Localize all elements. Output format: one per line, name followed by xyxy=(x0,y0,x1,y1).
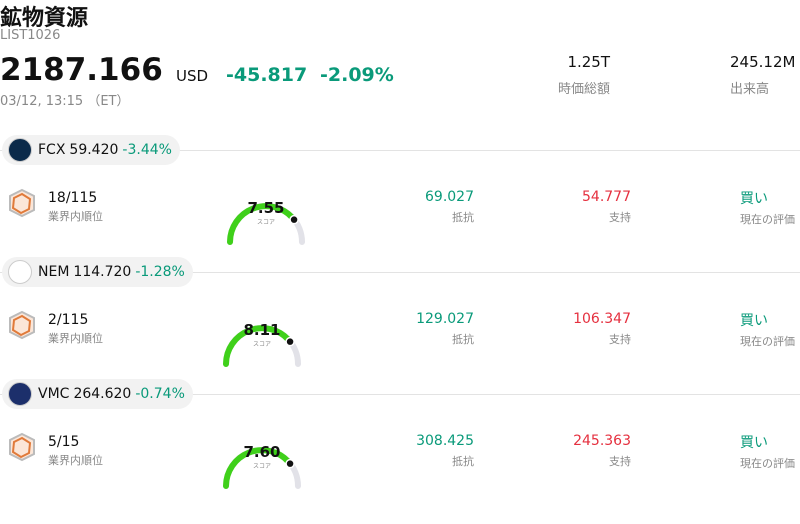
score-label: スコア xyxy=(252,341,271,348)
gauge-arc xyxy=(223,325,292,367)
gauge-knob xyxy=(289,214,299,225)
resistance-label: 抵抗 xyxy=(452,333,474,346)
score-label: スコア xyxy=(252,463,271,470)
page: 鉱物資源 LIST1026 2187.166 USD -45.817 -2.09… xyxy=(0,6,800,489)
logo xyxy=(8,260,32,284)
logo xyxy=(8,138,32,162)
gauge-arc xyxy=(227,203,296,245)
currency: USD xyxy=(176,67,209,85)
timestamp: 03/12, 13:15 （ET） xyxy=(0,94,130,109)
logo xyxy=(8,382,32,406)
score-label: スコア xyxy=(256,219,275,226)
stock-price: 59.420 xyxy=(69,142,119,158)
gauge-knob xyxy=(285,336,295,347)
stat-value: 1.25T xyxy=(567,53,610,71)
rank-label: 業界内順位 xyxy=(48,454,103,467)
stock-change: -3.44% xyxy=(122,142,172,158)
support: 54.777 xyxy=(582,189,631,205)
resistance: 129.027 xyxy=(416,311,474,327)
rank-icon-inner xyxy=(11,314,32,337)
stock-price: 264.620 xyxy=(73,386,132,402)
stat-label: 出来高 xyxy=(730,82,770,97)
stat-label: 時価総額 xyxy=(557,82,610,97)
support-label: 支持 xyxy=(609,455,631,468)
ticker: NEM xyxy=(38,264,70,280)
row-graphics xyxy=(9,188,305,245)
rating-label: 現在の評価 xyxy=(740,335,795,348)
resistance-label: 抵抗 xyxy=(452,455,474,468)
support-label: 支持 xyxy=(609,211,631,224)
rating: 買い xyxy=(740,435,768,451)
resistance-label: 抵抗 xyxy=(452,211,474,224)
ticker: VMC xyxy=(38,386,70,402)
rank-label: 業界内順位 xyxy=(48,332,103,345)
ticker: FCX xyxy=(38,142,66,158)
rank-label: 業界内順位 xyxy=(48,210,103,223)
resistance: 69.027 xyxy=(425,189,474,205)
score: 7.60 xyxy=(243,443,281,461)
gauge-knob xyxy=(285,458,295,469)
rank: 5/15 xyxy=(48,434,80,450)
stock-pill[interactable]: VMC 264.620 -0.74% xyxy=(2,379,193,409)
change: -45.817 xyxy=(226,64,308,86)
divider xyxy=(0,272,800,273)
divider xyxy=(0,394,800,395)
title: 鉱物資源 xyxy=(0,6,89,31)
gauge-arc xyxy=(223,447,292,489)
support: 106.347 xyxy=(573,311,631,327)
row-graphics xyxy=(9,432,301,489)
score: 8.11 xyxy=(243,321,281,339)
price: 2187.166 xyxy=(0,52,163,88)
stock-change: -1.28% xyxy=(135,264,185,280)
change-pct: -2.09% xyxy=(320,64,394,86)
rating: 買い xyxy=(740,313,768,329)
rank: 2/115 xyxy=(48,312,89,328)
code: LIST1026 xyxy=(0,28,61,43)
resistance: 308.425 xyxy=(416,433,474,449)
support: 245.363 xyxy=(573,433,631,449)
row-graphics xyxy=(9,310,301,367)
stat-value: 245.12M xyxy=(730,53,796,71)
support-label: 支持 xyxy=(609,333,631,346)
rating: 買い xyxy=(740,191,768,207)
score: 7.55 xyxy=(247,199,285,217)
stock-pill[interactable]: FCX 59.420 -3.44% xyxy=(2,135,180,165)
divider xyxy=(0,150,800,151)
rating-label: 現在の評価 xyxy=(740,213,795,226)
stock-pill[interactable]: NEM 114.720 -1.28% xyxy=(2,257,193,287)
rank-icon-inner xyxy=(11,436,32,459)
stock-price: 114.720 xyxy=(73,264,132,280)
rank: 18/115 xyxy=(48,190,98,206)
stock-change: -0.74% xyxy=(135,386,185,402)
rank-icon-inner xyxy=(11,192,32,215)
rating-label: 現在の評価 xyxy=(740,457,795,470)
